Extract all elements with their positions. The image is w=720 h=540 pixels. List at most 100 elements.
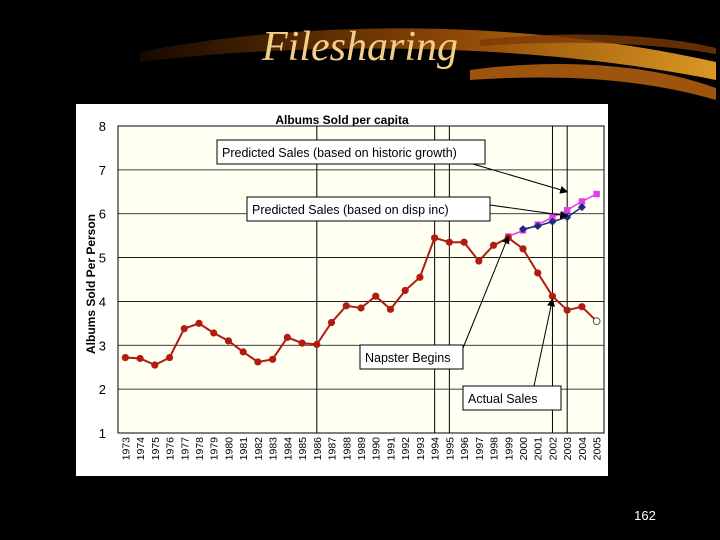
x-tick-1994: 1994	[430, 437, 442, 461]
annotation-box-0	[216, 139, 486, 165]
marker-actual-1986	[313, 340, 321, 349]
y-tick-labels: 1 2 3 4 5 6 7 8	[99, 119, 106, 441]
marker-predicted_disp_inc-2002	[548, 217, 557, 226]
annotation-arrow-0	[472, 163, 569, 194]
marker-actual-1988	[342, 302, 350, 310]
marker-actual-1979	[210, 329, 218, 337]
marker-actual-1998	[489, 241, 498, 249]
marker-actual-1985	[298, 339, 306, 347]
title-swoosh-decoration	[140, 28, 716, 100]
x-tick-1991: 1991	[385, 437, 397, 461]
x-tick-1975: 1975	[150, 437, 162, 461]
x-tick-1982: 1982	[253, 437, 265, 461]
marker-actual-1997	[475, 257, 483, 265]
x-tick-1985: 1985	[297, 437, 309, 461]
x-tick-1987: 1987	[327, 437, 339, 461]
page-number: 162	[634, 508, 656, 523]
plot-area	[117, 125, 605, 434]
x-tick-2001: 2001	[533, 437, 545, 461]
marker-predicted_disp_inc-2000	[519, 225, 527, 234]
y-tick-8: 8	[99, 119, 106, 134]
marker-actual-1976	[165, 353, 174, 362]
x-tick-1998: 1998	[489, 437, 501, 461]
y-tick-7: 7	[99, 163, 106, 178]
annotation-arrow-1	[489, 204, 569, 219]
reference-lines	[316, 126, 568, 433]
x-tick-2002: 2002	[547, 437, 559, 461]
annotation-box-3	[462, 385, 562, 411]
y-tick-5: 5	[99, 251, 106, 266]
marker-actual-1975	[151, 361, 159, 369]
marker-actual-1978	[195, 319, 203, 327]
y-tick-3: 3	[99, 338, 106, 353]
annotation-label-3: Actual Sales	[468, 392, 537, 406]
x-tick-1988: 1988	[341, 437, 353, 461]
y-tick-4: 4	[99, 294, 106, 309]
annotation-label-0: Predicted Sales (based on historic growt…	[222, 146, 457, 160]
marker-predicted_historic-2004	[578, 198, 586, 205]
x-tick-1978: 1978	[194, 437, 206, 461]
x-tick-1977: 1977	[179, 437, 191, 461]
series-layer	[121, 190, 601, 369]
annotation-box-2	[359, 344, 464, 370]
marker-actual-1977	[180, 325, 188, 333]
slide-title: Filesharing	[262, 24, 458, 70]
marker-actual-1996	[460, 238, 468, 246]
y-tick-6: 6	[99, 207, 106, 222]
x-tick-1984: 1984	[282, 437, 294, 461]
marker-actual-1993	[416, 273, 424, 281]
marker-actual-1974	[136, 354, 144, 363]
annotations: Predicted Sales (based on historic growt…	[216, 139, 569, 411]
marker-actual-1982	[254, 358, 262, 366]
marker-actual-1992	[401, 286, 409, 295]
x-tick-1979: 1979	[209, 437, 221, 461]
marker-actual-2004	[578, 303, 586, 311]
marker-predicted_historic-2003	[563, 207, 571, 214]
albums-sold-chart: Albums Sold per capita Albums Sold Per P…	[76, 104, 608, 476]
marker-actual-2005	[592, 317, 601, 326]
x-tick-1973: 1973	[120, 437, 132, 461]
x-tick-2000: 2000	[518, 437, 530, 461]
marker-actual-1990	[372, 292, 380, 300]
x-tick-1999: 1999	[503, 437, 515, 461]
marker-actual-2002	[548, 292, 557, 300]
marker-actual-1981	[239, 348, 247, 356]
annotation-arrow-2	[462, 235, 510, 349]
y-tick-2: 2	[99, 382, 106, 397]
x-tick-1990: 1990	[371, 437, 383, 461]
y-axis-label: Albums Sold Per Person	[84, 214, 98, 354]
x-tick-1993: 1993	[415, 437, 427, 461]
annotation-label-1: Predicted Sales (based on disp inc)	[252, 203, 449, 217]
marker-actual-1995	[445, 238, 453, 246]
chart-title: Albums Sold per capita	[275, 113, 409, 127]
marker-actual-1991	[386, 305, 395, 313]
annotation-label-2: Napster Begins	[365, 351, 450, 365]
x-tick-2005: 2005	[592, 437, 604, 461]
x-tick-1992: 1992	[400, 437, 412, 461]
marker-actual-1980	[224, 337, 233, 345]
annotation-arrow-3	[533, 298, 555, 387]
x-tick-1976: 1976	[165, 437, 177, 461]
x-tick-1981: 1981	[238, 437, 250, 461]
x-tick-1989: 1989	[356, 437, 368, 461]
marker-predicted_historic-2005	[593, 190, 600, 198]
marker-actual-2003	[563, 306, 571, 314]
x-tick-labels: 1973 1974 1975 1976 1977 1978 1979 1980 1981 1982…	[120, 437, 603, 461]
marker-actual-2001	[534, 269, 542, 277]
marker-actual-1984	[283, 333, 291, 341]
x-tick-1997: 1997	[474, 437, 486, 461]
marker-predicted_disp_inc-2004	[577, 203, 586, 212]
x-tick-1980: 1980	[223, 437, 235, 461]
x-tick-1983: 1983	[268, 437, 280, 461]
marker-actual-1987	[327, 318, 336, 327]
x-tick-1996: 1996	[459, 437, 471, 461]
marker-predicted_historic-2002	[549, 214, 556, 221]
x-tick-1974: 1974	[135, 437, 147, 461]
x-tick-2004: 2004	[577, 437, 589, 461]
annotation-box-1	[246, 196, 491, 222]
x-tick-2003: 2003	[562, 437, 574, 461]
marker-predicted_disp_inc-2001	[533, 221, 542, 230]
y-tick-1: 1	[99, 426, 106, 441]
marker-actual-2000	[519, 245, 527, 253]
x-tick-1995: 1995	[444, 437, 456, 461]
